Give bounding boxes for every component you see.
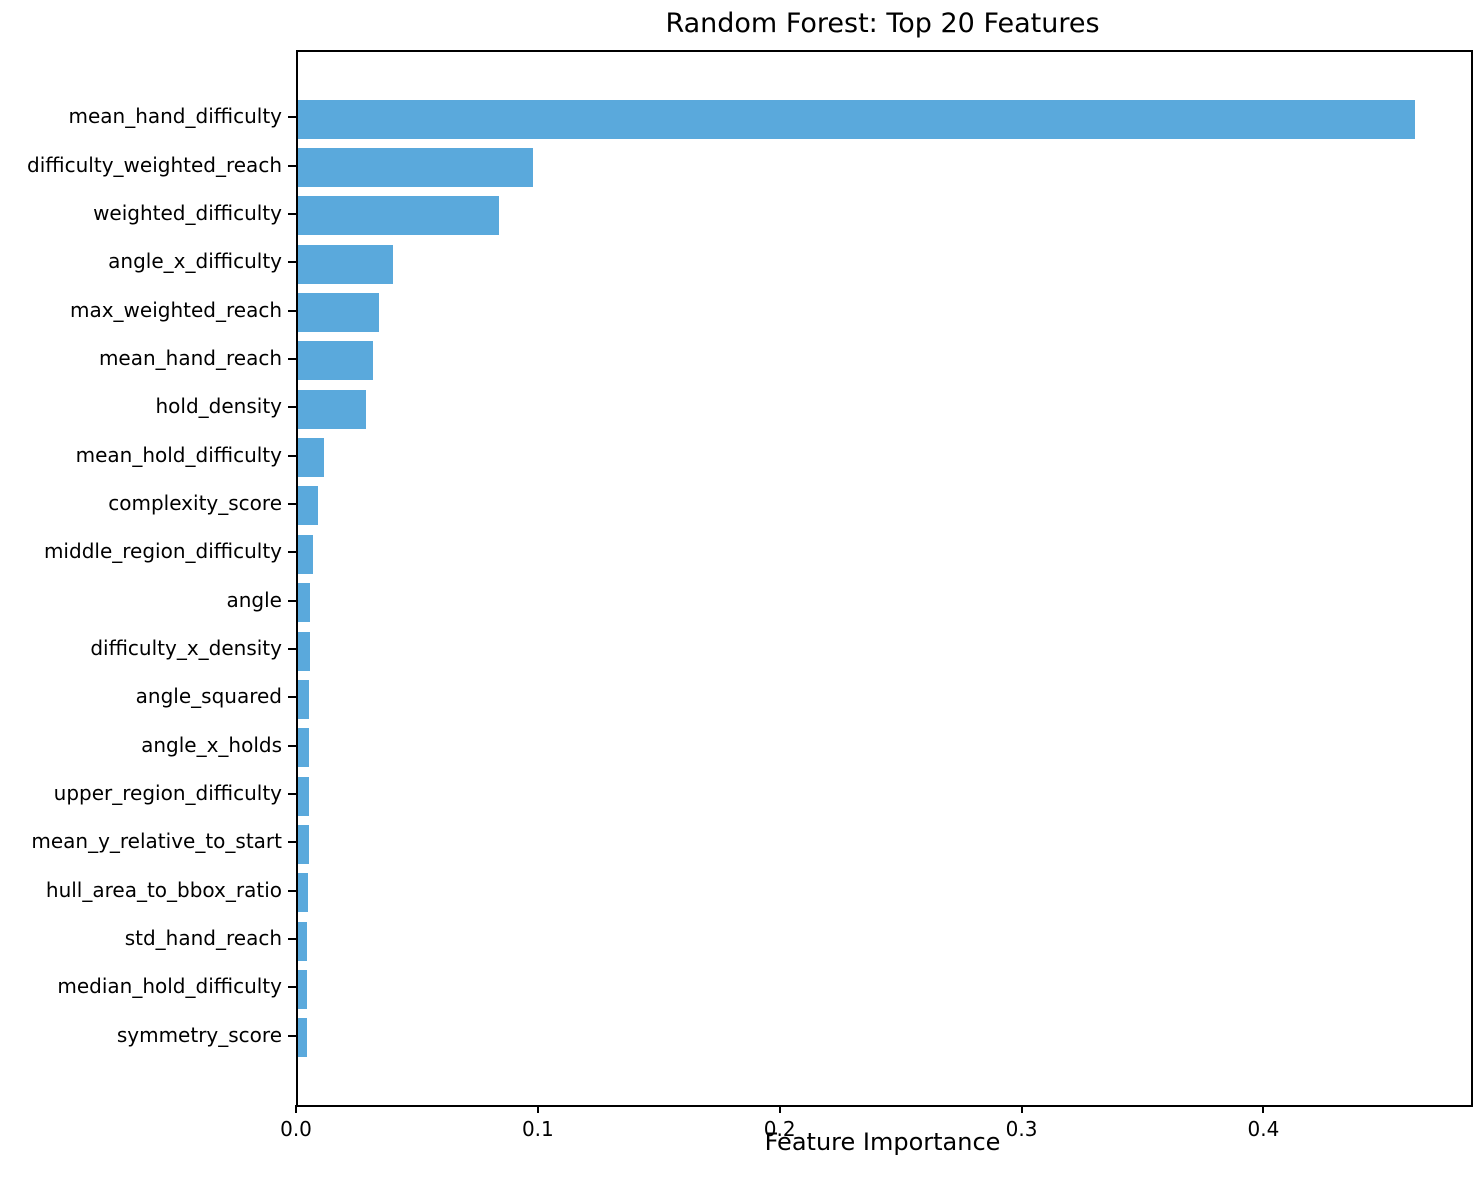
y-tick [288,116,296,119]
bar [298,438,324,478]
y-tick-label: mean_hand_difficulty [68,104,282,129]
y-tick [288,938,296,941]
y-tick [288,599,296,602]
y-tick-label: angle_x_difficulty [108,249,282,274]
y-tick-label: middle_region_difficulty [43,539,282,564]
y-tick-label: max_weighted_reach [69,297,282,322]
bar [298,244,394,284]
x-tick-label: 0.3 [1005,1117,1038,1141]
y-tick-label: hull_area_to_bbox_ratio [45,877,282,902]
y-tick-label: complexity_score [108,490,282,515]
y-tick [288,986,296,989]
x-tick-label: 0.1 [521,1117,554,1141]
y-tick [288,793,296,796]
y-tick [288,1034,296,1037]
y-tick-label: angle [226,587,283,612]
bar [298,1018,307,1058]
y-tick-label: median_hold_difficulty [57,974,282,999]
y-tick-label: weighted_difficulty [93,200,282,225]
bar [298,196,499,236]
y-tick-label: mean_y_relative_to_start [31,829,282,854]
y-tick [288,357,296,360]
x-tick [1262,1105,1265,1113]
x-tick [295,1105,297,1113]
bar [298,631,311,671]
y-tick-label: angle_squared [135,684,282,709]
bar [298,341,373,381]
bar [298,824,310,864]
y-tick [288,889,296,892]
bar [298,389,366,429]
bar [298,583,311,623]
y-tick [288,696,296,699]
bar [298,534,314,574]
y-tick-label: difficulty_x_density [90,636,282,660]
bar [298,776,309,816]
x-tick [536,1105,539,1113]
y-tick [288,164,296,167]
bar [298,969,308,1009]
chart-title: Random Forest: Top 20 Features [665,8,1100,39]
y-tick-label: hold_density [155,394,283,419]
y-tick-label: difficulty_weighted_reach [27,152,282,177]
plot-area [296,50,1473,1107]
y-tick-label: upper_region_difficulty [53,781,282,806]
x-axis-title: Feature Importance [764,1128,1001,1156]
y-tick-label: mean_hold_difficulty [75,442,282,467]
y-tick-label: std_hand_reach [124,926,282,951]
x-tick-label: 0.0 [280,1117,312,1141]
y-tick [288,212,296,215]
y-tick [288,744,296,747]
x-tick [1020,1105,1023,1113]
y-tick [288,309,296,312]
y-tick [288,648,296,650]
y-tick [288,502,296,505]
bar [298,921,307,961]
y-tick-label: angle_x_holds [141,732,282,757]
y-tick [288,261,296,264]
x-tick-label: 0.2 [763,1117,796,1141]
x-tick-label: 0.4 [1247,1117,1280,1141]
x-tick [778,1105,781,1113]
bar [298,679,310,719]
y-tick [288,841,296,844]
y-tick [288,454,296,457]
bar [298,728,310,768]
y-tick-label: symmetry_score [116,1022,282,1047]
bar [298,293,380,333]
bar [298,148,533,188]
bar [298,873,308,913]
y-tick [288,406,296,409]
y-tick-label: mean_hand_reach [98,345,282,370]
y-tick [288,551,296,554]
bar [298,99,1416,139]
bar [298,486,318,526]
